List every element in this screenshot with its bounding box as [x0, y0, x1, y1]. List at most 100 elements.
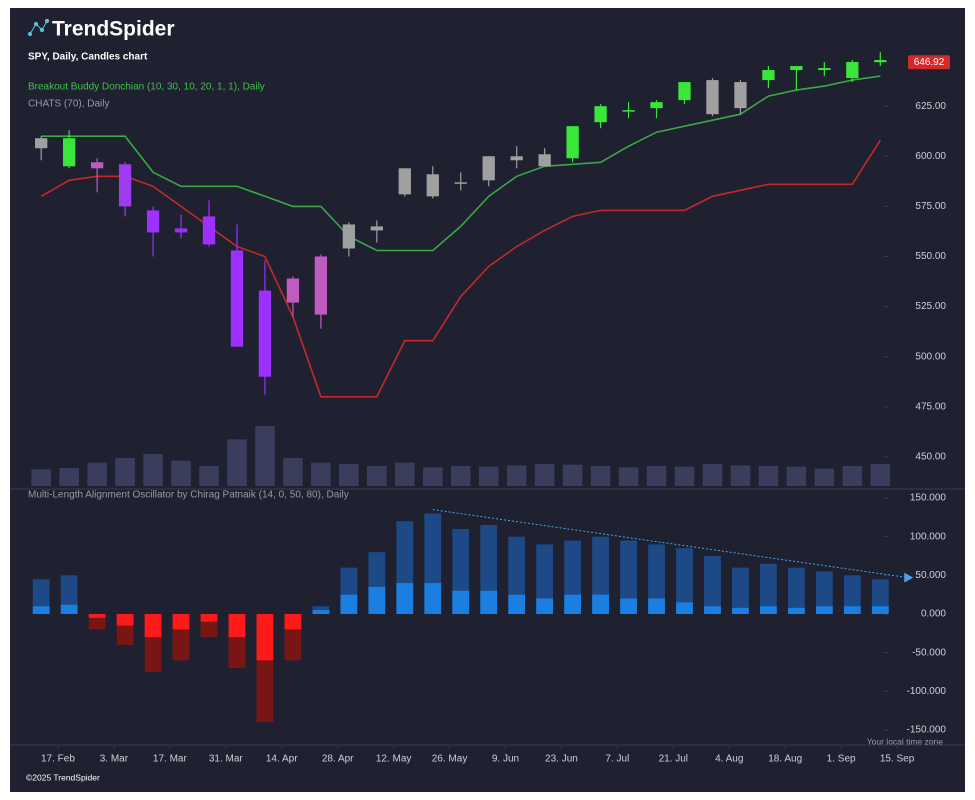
chart-title: SPY, Daily, Candles chart: [28, 52, 148, 63]
y-tick-label: 100.000: [910, 531, 947, 542]
logo-icon: [27, 18, 50, 37]
volume-bar: [674, 466, 695, 486]
x-tick-label: 21. Jul: [659, 754, 688, 765]
y-tick-label: 50.000: [915, 570, 946, 581]
oscillator-bar: [88, 613, 106, 630]
candle-body: [482, 156, 495, 181]
candle-body: [874, 60, 887, 63]
volume-bar: [422, 467, 443, 486]
y-tick-label: 500.00: [915, 351, 946, 362]
x-tick-label: 28. Apr: [322, 754, 354, 765]
oscillator-bar: [116, 613, 134, 626]
candle-body: [90, 162, 104, 169]
volume-bar: [702, 464, 723, 486]
oscillator-bar: [536, 598, 554, 614]
oscillator-bar: [32, 606, 50, 614]
candle-body: [230, 250, 244, 347]
volume-bar: [283, 458, 303, 486]
volume-bar: [870, 464, 891, 486]
oscillator-bar: [871, 606, 889, 614]
oscillator-bar: [676, 548, 693, 614]
candle-body: [258, 290, 272, 377]
oscillator-bar: [480, 590, 498, 614]
candle-body: [426, 174, 439, 197]
y-tick-label: 550.00: [915, 251, 946, 262]
oscillator-bar: [815, 571, 833, 614]
oscillator-bar: [424, 583, 442, 614]
oscillator-bar: [508, 594, 526, 614]
price-tag-label: 646.92: [914, 57, 945, 68]
volume-bar: [730, 465, 751, 486]
timezone-note: Your local time zone: [867, 736, 944, 746]
volume-bar: [395, 462, 415, 486]
oscillator-bar: [620, 540, 637, 614]
candle-body: [594, 106, 607, 123]
candle-body: [706, 80, 719, 115]
oscillator-bar: [228, 613, 246, 638]
candle-body: [762, 70, 775, 81]
x-tick-label: 3. Mar: [100, 754, 129, 765]
oscillator-bar: [704, 556, 721, 614]
volume-bar: [339, 464, 359, 486]
oscillator-bar: [88, 613, 106, 618]
candle-body: [678, 82, 691, 101]
volume-bar: [31, 469, 51, 486]
oscillator-bar: [396, 583, 414, 614]
y-tick-label: 0.000: [921, 609, 946, 620]
chart-background: [10, 8, 965, 792]
candle-body: [342, 224, 356, 249]
candle-body: [790, 66, 803, 71]
legend-entry: CHATS (70), Daily: [28, 99, 110, 110]
x-tick-label: 14. Apr: [266, 754, 298, 765]
oscillator-bar: [676, 602, 693, 614]
candle-body: [734, 82, 747, 109]
candle-body: [538, 154, 551, 167]
y-tick-label: 625.00: [915, 101, 946, 112]
logo: TrendSpider: [52, 18, 175, 41]
volume-bar: [842, 466, 863, 486]
y-tick-label: -150.000: [907, 725, 947, 736]
oscillator-bar: [760, 563, 777, 614]
volume-bar: [758, 466, 779, 486]
oscillator-bar: [732, 567, 749, 614]
x-tick-label: 17. Feb: [41, 754, 75, 765]
candle-body: [566, 126, 579, 159]
candle-body: [286, 278, 300, 303]
oscillator-bar: [452, 590, 470, 614]
oscillator-title: Multi-Length Alignment Oscillator by Chi…: [28, 490, 349, 501]
volume-bar: [115, 458, 135, 486]
copyright: ©2025 TrendSpider: [26, 772, 100, 782]
oscillator-bar: [760, 606, 777, 614]
y-tick-label: 475.00: [915, 401, 946, 412]
x-tick-label: 15. Sep: [880, 754, 915, 765]
x-tick-label: 4. Aug: [715, 754, 743, 765]
oscillator-bar: [172, 613, 190, 630]
x-tick-label: 1. Sep: [827, 754, 856, 765]
candle-body: [146, 210, 160, 233]
volume-bar: [814, 468, 835, 486]
volume-bar: [590, 466, 611, 486]
y-tick-label: 150.000: [910, 493, 947, 504]
x-tick-label: 26. May: [432, 754, 468, 765]
y-tick-label: 450.00: [915, 452, 946, 463]
indicator-line: [41, 75, 881, 252]
x-tick-label: 12. May: [376, 754, 412, 765]
trendline-arrow: [904, 572, 914, 583]
trendline: [432, 509, 909, 579]
oscillator-bar: [732, 607, 749, 614]
candle-body: [35, 138, 48, 149]
x-tick-label: 18. Aug: [768, 754, 802, 765]
oscillator-bar: [871, 579, 889, 614]
candle-body: [454, 182, 467, 184]
candle-body: [622, 110, 635, 112]
oscillator-bar: [648, 598, 665, 614]
volume-bar: [478, 466, 499, 486]
y-tick-label: 600.00: [915, 151, 946, 162]
volume-bar: [618, 467, 639, 486]
candle-body: [118, 164, 132, 207]
oscillator-bar: [843, 606, 861, 614]
volume-bar: [506, 465, 527, 486]
volume-bar: [786, 466, 807, 486]
oscillator-bar: [284, 613, 302, 630]
x-tick-label: 7. Jul: [605, 754, 629, 765]
